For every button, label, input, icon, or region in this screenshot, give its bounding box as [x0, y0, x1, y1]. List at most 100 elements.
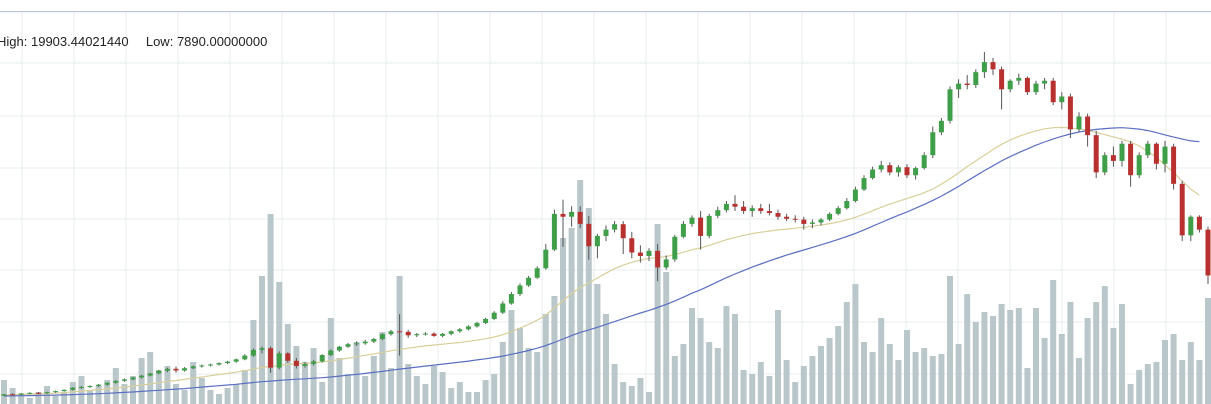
- candle: [336, 345, 342, 352]
- candle: [250, 348, 256, 357]
- candle: [53, 390, 59, 393]
- candle: [1128, 140, 1134, 187]
- candle-body: [474, 322, 480, 327]
- candle-body: [973, 72, 979, 86]
- candle: [1110, 146, 1116, 167]
- candle-body: [328, 350, 334, 356]
- candle: [147, 372, 153, 377]
- volume-bar: [775, 310, 781, 404]
- candle: [483, 317, 489, 325]
- candle: [397, 314, 403, 356]
- candle: [706, 213, 712, 239]
- volume-bar: [353, 342, 360, 404]
- candle: [1059, 92, 1065, 110]
- volume-bar: [413, 376, 420, 404]
- volume-bar: [714, 348, 721, 404]
- volume-bar: [981, 312, 988, 404]
- moving-average-slow-line: [3, 127, 1200, 397]
- volume-bar: [594, 284, 601, 404]
- candle: [749, 205, 755, 217]
- candle: [362, 339, 368, 345]
- volume-bar: [542, 314, 549, 404]
- candle-body: [440, 333, 446, 336]
- candle: [534, 266, 540, 279]
- volume-bar: [826, 338, 833, 404]
- candle: [526, 276, 532, 287]
- volume-bar: [362, 376, 369, 404]
- grid: [0, 11, 1211, 404]
- candle: [895, 165, 901, 177]
- candle: [1042, 77, 1048, 90]
- candle-body: [603, 229, 609, 236]
- volume-bar: [422, 384, 429, 404]
- volume-bar: [835, 326, 842, 404]
- candle: [87, 385, 93, 388]
- volume-bar: [336, 358, 343, 404]
- volume-bar: [921, 348, 928, 404]
- candle: [870, 166, 876, 180]
- volume-bar: [26, 398, 33, 404]
- candle-body: [147, 373, 153, 376]
- volume-bar: [439, 372, 446, 404]
- volume-bar: [1041, 338, 1048, 404]
- candle-body: [1050, 80, 1056, 103]
- candle: [1067, 93, 1073, 139]
- candle-body: [18, 393, 24, 395]
- volume-bar: [61, 392, 68, 404]
- candle-body: [663, 259, 669, 268]
- candle-body: [379, 334, 385, 340]
- candle-body: [551, 213, 557, 250]
- candle: [861, 175, 867, 191]
- candle: [207, 363, 213, 367]
- volume-bar: [379, 332, 386, 404]
- candle-body: [981, 62, 987, 73]
- candle: [517, 283, 523, 297]
- candle-body: [276, 353, 282, 368]
- volume-bar: [818, 346, 824, 404]
- volume-bar: [1187, 342, 1194, 404]
- volume-bar: [843, 302, 850, 404]
- candle: [999, 66, 1005, 110]
- volume-bar: [749, 374, 756, 404]
- volume-bar: [1162, 340, 1168, 404]
- volume-bar: [508, 310, 515, 404]
- volume-bar: [1136, 370, 1143, 404]
- volume-bar: [904, 330, 910, 404]
- high-low-readout: High: 19903.44021440 Low: 7890.00000000: [0, 34, 267, 49]
- candle-body: [233, 359, 239, 362]
- volume-bar: [628, 386, 635, 404]
- volume-bar: [998, 304, 1005, 404]
- candle-body: [130, 377, 136, 380]
- low-label: Low:: [145, 34, 174, 49]
- volume-bar: [1058, 334, 1065, 404]
- candle-body: [207, 364, 213, 366]
- volume-bar: [792, 382, 799, 404]
- volume-bar: [164, 366, 171, 404]
- candle-body: [156, 370, 162, 374]
- candle-body: [199, 365, 205, 367]
- candle-body: [491, 312, 497, 319]
- candle-body: [113, 380, 119, 383]
- volume-bar: [87, 390, 93, 404]
- candle: [1024, 76, 1030, 96]
- candle: [190, 365, 196, 370]
- candle-body: [44, 392, 50, 394]
- volume-bar: [482, 380, 489, 404]
- candle-body: [990, 62, 996, 70]
- candle: [904, 164, 910, 179]
- candle: [680, 221, 686, 239]
- candle-body: [1128, 143, 1134, 176]
- volume-bar: [568, 228, 575, 404]
- candle-body: [1162, 146, 1168, 164]
- candle: [698, 211, 704, 250]
- volume-bar: [1093, 302, 1100, 404]
- candle-body: [302, 363, 308, 366]
- candle-body: [371, 339, 377, 342]
- candle: [921, 152, 927, 170]
- candle-body: [345, 344, 351, 347]
- candle-body: [1136, 155, 1142, 176]
- candle: [448, 330, 454, 336]
- volume-bar: [1050, 280, 1057, 404]
- candle: [130, 376, 136, 381]
